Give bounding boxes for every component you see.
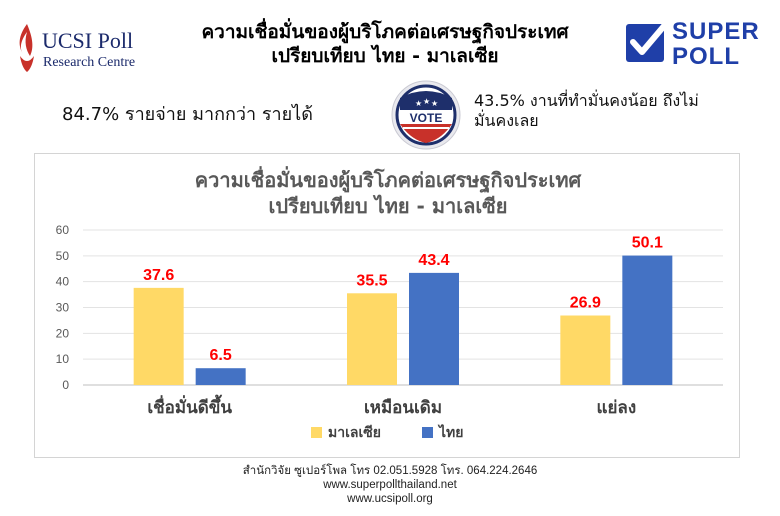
y-tick-label: 0 — [62, 378, 69, 392]
page-title-line2: เปรียบเทียบ ไทย - มาเลเซีย — [271, 45, 499, 67]
y-tick-label: 40 — [56, 275, 70, 289]
bar — [409, 272, 459, 385]
svg-text:★: ★ — [431, 99, 438, 108]
bar-chart: ความเชื่อมั่นของผู้บริโภคต่อเศรษฐกิจประเ… — [56, 165, 723, 441]
bar — [622, 255, 673, 385]
y-tick-label: 30 — [56, 301, 70, 315]
y-tick-label: 20 — [56, 326, 70, 340]
footer-website-ucsi: www.ucsipoll.org — [347, 493, 433, 505]
legend-label: มาเลเซีย — [328, 425, 381, 441]
data-label: 43.4 — [418, 252, 449, 269]
footer-contact: สำนักวิจัย ซูเปอร์โพล โทร 02.051.5928 โท… — [180, 464, 600, 506]
x-category-label: เหมือนเดิม — [364, 397, 442, 418]
y-tick-label: 60 — [56, 223, 70, 237]
stat-job-security: 43.5% งานที่ทำมั่นคงน้อย ถึงไม่มั่นคงเลย — [474, 91, 699, 130]
footer-website-superpoll: www.superpollthailand.net — [323, 479, 457, 491]
svg-text:★: ★ — [415, 99, 422, 108]
legend-swatch — [422, 427, 433, 438]
legend-swatch — [311, 427, 322, 438]
data-label: 35.5 — [356, 272, 387, 289]
ucsi-logo-subtitle: Research Centre — [43, 55, 136, 70]
vote-badge-text: VOTE — [410, 111, 443, 125]
y-tick-label: 10 — [56, 352, 70, 366]
chart-title-line2: เปรียบเทียบ ไทย - มาเลเซีย — [269, 194, 508, 218]
x-category-label: เชื่อมั่นดีขึ้น — [147, 394, 232, 418]
data-label: 6.5 — [210, 347, 232, 364]
ucsi-poll-logo: UCSI Poll Research Centre — [14, 22, 149, 78]
vote-badge-icon: ★ ★ ★ VOTE — [391, 80, 461, 150]
bar — [560, 315, 611, 385]
page-title: ความเชื่อมั่นของผู้บริโภคต่อเศรษฐกิจประเ… — [160, 20, 610, 68]
chart-frame: ความเชื่อมั่นของผู้บริโภคต่อเศรษฐกิจประเ… — [34, 153, 740, 458]
super-poll-word2: POLL — [672, 43, 740, 70]
data-label: 50.1 — [632, 235, 663, 252]
super-poll-logo: SUPER POLL — [624, 18, 774, 72]
bar — [347, 293, 397, 385]
ucsi-flame-icon — [19, 24, 34, 72]
bar — [195, 368, 246, 385]
data-label: 37.6 — [143, 267, 174, 284]
ucsi-logo-name: UCSI Poll — [42, 28, 134, 53]
legend-label: ไทย — [437, 423, 463, 441]
footer-phone: สำนักวิจัย ซูเปอร์โพล โทร 02.051.5928 โท… — [242, 465, 538, 477]
y-tick-label: 50 — [56, 249, 70, 263]
page-title-line1: ความเชื่อมั่นของผู้บริโภคต่อเศรษฐกิจประเ… — [201, 21, 569, 43]
svg-text:★: ★ — [423, 97, 430, 106]
bar — [133, 287, 184, 385]
data-label: 26.9 — [570, 295, 601, 312]
x-category-label: แย่ลง — [597, 398, 637, 418]
stat-expense-income: 84.7% รายจ่าย มากกว่า รายได้ — [62, 104, 313, 125]
checkmark-icon — [626, 23, 667, 62]
super-poll-word1: SUPER — [672, 18, 760, 45]
chart-title-line1: ความเชื่อมั่นของผู้บริโภคต่อเศรษฐกิจประเ… — [195, 165, 583, 194]
